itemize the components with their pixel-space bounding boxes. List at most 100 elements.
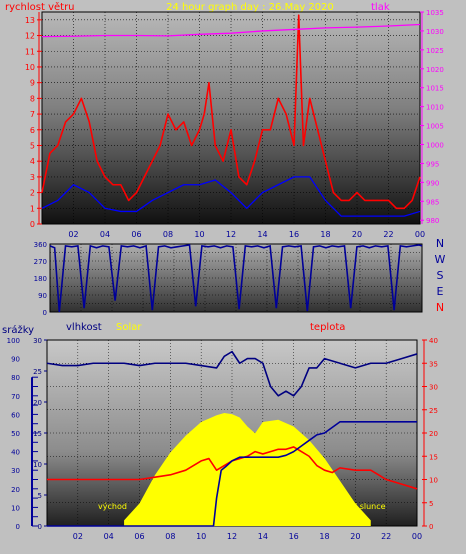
series-rain-line bbox=[47, 421, 417, 527]
sunset-annotation: západ slunce bbox=[333, 502, 386, 511]
direction-tick-label: 0 bbox=[43, 309, 47, 317]
humidity-tick-label: 30 bbox=[33, 337, 42, 345]
temperature-tick-label: 25 bbox=[429, 407, 438, 415]
wind-speed-label: rychlost větru bbox=[5, 1, 75, 13]
wind-speed-tick-label: 0 bbox=[30, 220, 35, 229]
temperature-tick-label: 15 bbox=[429, 453, 438, 461]
wind-speed-tick-label: 10 bbox=[25, 63, 35, 72]
wind-x-tick-label: 10 bbox=[194, 230, 204, 239]
series-pressure-line bbox=[41, 23, 421, 38]
wind-speed-tick-label: 12 bbox=[25, 32, 35, 41]
pressure-label: tlak bbox=[371, 2, 390, 13]
wind-speed-tick-label: 8 bbox=[30, 94, 35, 103]
bottom-x-tick-label: 22 bbox=[381, 532, 391, 541]
wind-x-tick-label: 06 bbox=[131, 230, 141, 239]
rain-tick-label: 60 bbox=[11, 411, 20, 419]
humidity-tick-label: 20 bbox=[33, 399, 42, 407]
rain-tick-label: 100 bbox=[7, 337, 20, 345]
pressure-tick-label: 1005 bbox=[426, 123, 444, 131]
temperature-tick-label: 0 bbox=[429, 523, 433, 531]
bottom-x-tick-label: 04 bbox=[104, 532, 114, 541]
temperature-tick-label: 10 bbox=[429, 477, 438, 485]
series-temperature-line bbox=[47, 446, 418, 490]
bottom-x-tick-label: 18 bbox=[319, 532, 329, 541]
wind-speed-tick-label: 6 bbox=[30, 126, 35, 135]
pressure-tick-label: 985 bbox=[426, 198, 439, 206]
pressure-tick-label: 980 bbox=[426, 217, 439, 225]
pressure-tick-label: 1010 bbox=[426, 104, 444, 112]
pressure-tick-label: 1000 bbox=[426, 142, 444, 150]
wind-speed-tick-label: 11 bbox=[25, 47, 35, 56]
wind-x-tick-label: 14 bbox=[257, 230, 267, 239]
rain-tick-label: 20 bbox=[11, 486, 20, 494]
rain-tick-label: 0 bbox=[16, 523, 20, 531]
wind-speed-tick-label: 5 bbox=[30, 141, 35, 150]
temperature-tick-label: 20 bbox=[429, 430, 438, 438]
wind-x-tick-label: 18 bbox=[320, 230, 330, 239]
wind-x-tick-label: 22 bbox=[383, 230, 393, 239]
bottom-x-tick-label: 10 bbox=[196, 532, 206, 541]
temperature-tick-label: 5 bbox=[429, 500, 433, 508]
wind-x-tick-label: 04 bbox=[100, 230, 110, 239]
pressure-tick-label: 1030 bbox=[426, 28, 444, 36]
series-gust-line bbox=[41, 14, 421, 210]
humidity-tick-label: 0 bbox=[38, 523, 42, 531]
humidity-tick-label: 25 bbox=[33, 368, 42, 376]
series-direction-line bbox=[49, 244, 423, 313]
wind-x-tick-label: 16 bbox=[289, 230, 299, 239]
temperature-tick-label: 30 bbox=[429, 384, 438, 392]
chart-title: 24 hour graph day : 26.May 2020 bbox=[166, 2, 334, 13]
rain-tick-label: 90 bbox=[11, 356, 20, 364]
wind-speed-tick-label: 13 bbox=[25, 16, 35, 25]
pressure-tick-label: 1020 bbox=[426, 66, 444, 74]
solar-label: Solar bbox=[116, 322, 142, 333]
humidity-label: vlhkost bbox=[66, 322, 102, 333]
pressure-tick-label: 990 bbox=[426, 179, 439, 187]
rain-tick-label: 70 bbox=[11, 393, 20, 401]
rain-tick-label: 80 bbox=[11, 374, 20, 382]
sunrise-annotation: východ bbox=[98, 502, 127, 511]
temperature-tick-label: 40 bbox=[429, 337, 438, 345]
temperature-label: teplota bbox=[310, 322, 345, 333]
compass-label: N bbox=[436, 237, 444, 250]
rain-humidity-temperature-chart: 0 10 20 30 40 50 60 70 80 90 100 0 5 10 15 20 25 30 0 5 10… bbox=[7, 337, 438, 541]
wind-x-tick-label: 20 bbox=[352, 230, 362, 239]
series-average-line bbox=[41, 176, 421, 217]
wind-x-tick-label: 00 bbox=[415, 230, 425, 239]
wind-speed-tick-label: 4 bbox=[30, 157, 35, 166]
pressure-tick-label: 1035 bbox=[426, 9, 444, 17]
rain-tick-label: 10 bbox=[11, 504, 20, 512]
wind-speed-tick-label: 1 bbox=[30, 204, 35, 213]
wind-speed-tick-label: 3 bbox=[30, 173, 35, 182]
bottom-x-tick-label: 14 bbox=[258, 532, 268, 541]
rain-tick-label: 30 bbox=[11, 467, 20, 475]
direction-tick-label: 180 bbox=[34, 275, 47, 283]
humidity-tick-label: 5 bbox=[38, 492, 42, 500]
compass-label: W bbox=[435, 253, 446, 266]
bottom-x-tick-label: 00 bbox=[412, 532, 422, 541]
direction-tick-label: 90 bbox=[38, 292, 47, 300]
humidity-tick-label: 15 bbox=[33, 430, 42, 438]
wind-x-tick-label: 02 bbox=[68, 230, 78, 239]
compass-label: N bbox=[436, 301, 444, 314]
direction-tick-label: 270 bbox=[34, 258, 47, 266]
rain-label: srážky bbox=[2, 324, 34, 336]
wind-speed-tick-label: 2 bbox=[30, 189, 35, 198]
series-humidity-line bbox=[46, 350, 418, 397]
bottom-x-tick-label: 16 bbox=[289, 532, 299, 541]
bottom-x-tick-label: 06 bbox=[134, 532, 144, 541]
direction-tick-label: 360 bbox=[34, 241, 47, 249]
pressure-tick-label: 1025 bbox=[426, 47, 444, 55]
wind-speed-tick-label: 7 bbox=[30, 110, 35, 119]
wind-speed-tick-label: 9 bbox=[30, 79, 35, 88]
humidity-tick-label: 10 bbox=[33, 461, 42, 469]
bottom-x-tick-label: 02 bbox=[73, 532, 83, 541]
bottom-x-tick-label: 12 bbox=[227, 532, 237, 541]
compass-label: E bbox=[437, 285, 444, 298]
wind-x-tick-label: 08 bbox=[163, 230, 173, 239]
bottom-x-tick-label: 08 bbox=[165, 532, 175, 541]
compass-label: S bbox=[437, 269, 444, 282]
